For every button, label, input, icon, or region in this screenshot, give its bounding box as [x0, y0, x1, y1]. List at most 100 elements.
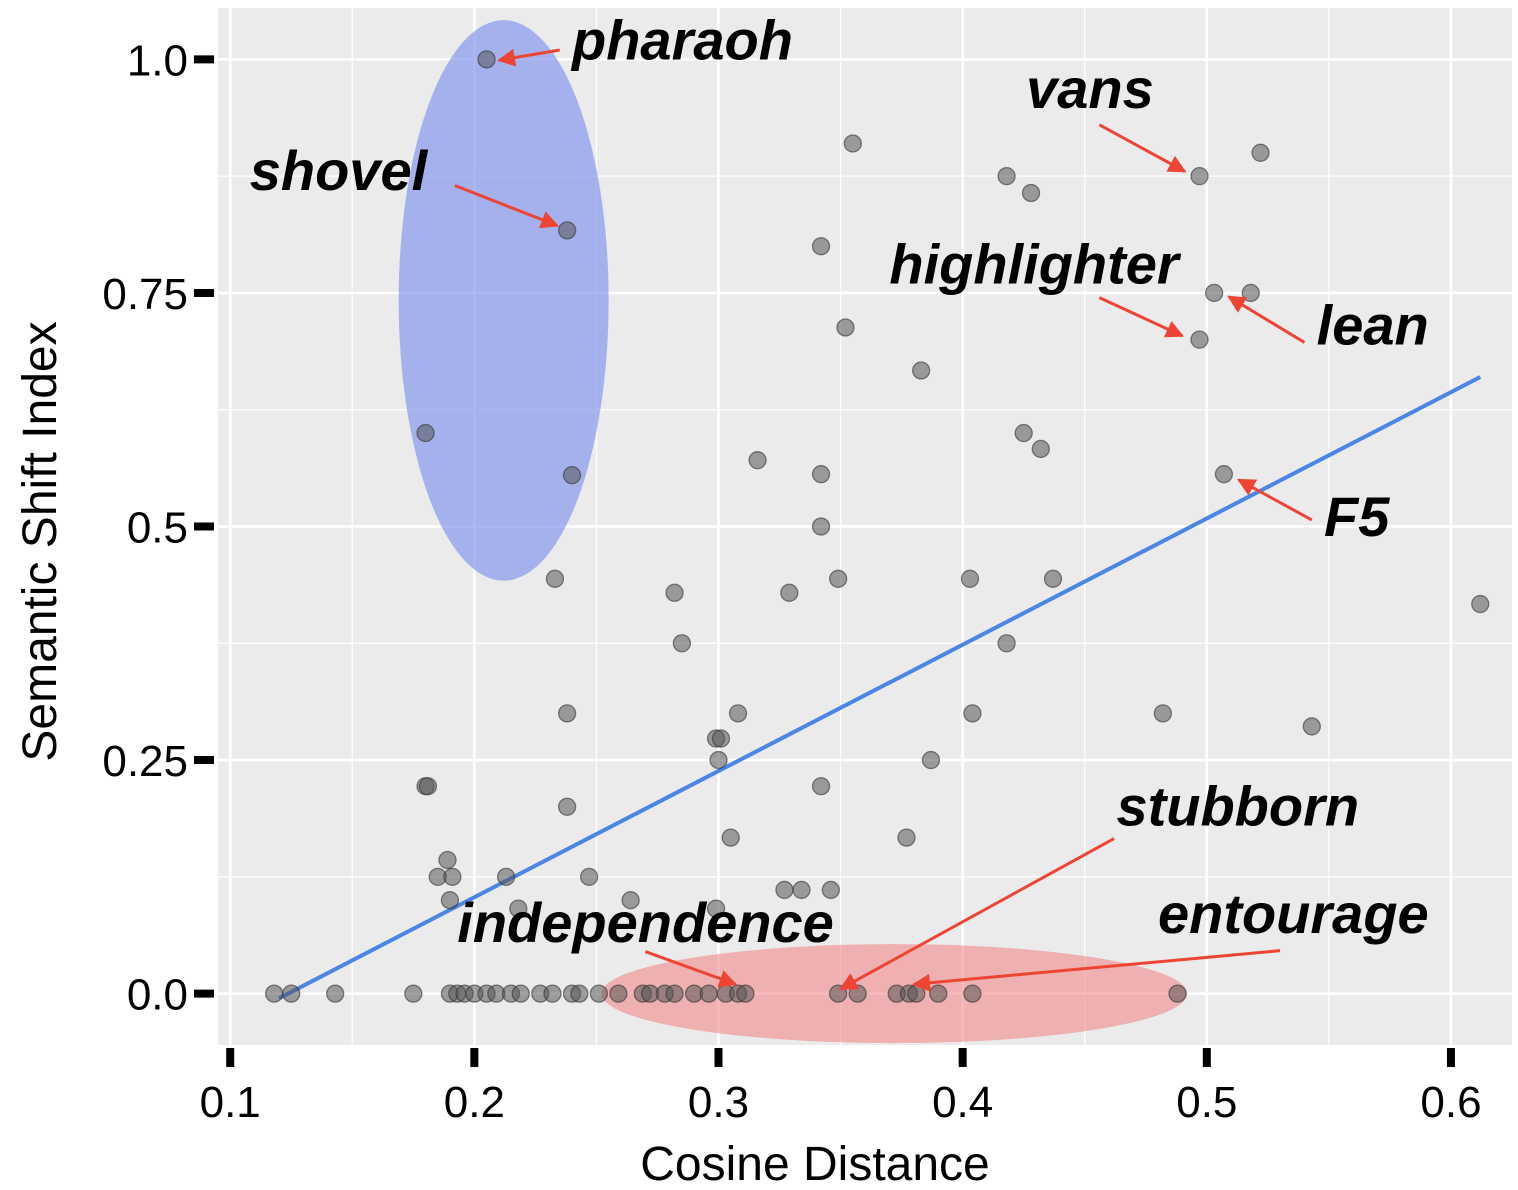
- data-point: [438, 850, 457, 870]
- annotation-label-shovel: shovel: [250, 139, 429, 202]
- annotation-label-highlighter: highlighter: [889, 233, 1182, 296]
- x-tick-label: 0.2: [444, 1078, 505, 1127]
- x-tick-label: 0.4: [932, 1078, 993, 1127]
- data-point: [1204, 283, 1224, 303]
- data-point: [736, 984, 755, 1003]
- x-axis-title: Cosine Distance: [640, 1138, 990, 1190]
- data-point: [1031, 439, 1050, 459]
- data-point: [728, 704, 748, 723]
- trend-line-group: [278, 375, 1482, 1001]
- annotation-label-entourage: entourage: [1158, 882, 1429, 945]
- x-tick-label: 0.3: [688, 1078, 749, 1127]
- annotation-arrow-independence: [644, 950, 738, 988]
- data-point: [621, 891, 640, 910]
- data-point: [997, 634, 1016, 653]
- x-tick-label: 0.5: [1176, 1078, 1237, 1127]
- data-point: [496, 867, 516, 886]
- data-point: [443, 867, 462, 886]
- data-point: [265, 984, 284, 1003]
- data-point: [1168, 984, 1187, 1003]
- data-point: [792, 880, 811, 900]
- data-point: [440, 891, 460, 910]
- data-point: [811, 517, 831, 536]
- data-point: [699, 984, 718, 1003]
- annotation-arrow-stubborn: [839, 837, 1115, 991]
- annotation-arrow-highlighter: [1098, 296, 1185, 338]
- data-point: [963, 984, 982, 1003]
- y-tick-label: 0.5: [127, 504, 188, 553]
- data-point: [711, 729, 731, 748]
- data-point: [557, 797, 577, 816]
- data-point: [848, 984, 867, 1003]
- data-point: [1153, 704, 1173, 723]
- data-point: [326, 984, 345, 1003]
- data-point: [907, 984, 926, 1003]
- trend-line: [278, 375, 1482, 1001]
- data-point: [509, 899, 528, 918]
- y-tick-label: 1.0: [127, 36, 188, 85]
- data-point: [1241, 283, 1260, 303]
- data-point: [672, 634, 692, 653]
- data-point: [557, 704, 577, 723]
- data-point: [1471, 594, 1490, 614]
- x-tick-label: 0.6: [1420, 1078, 1481, 1127]
- data-point: [721, 828, 740, 847]
- data-point: [780, 583, 799, 602]
- data-point: [1021, 183, 1041, 203]
- data-point: [511, 984, 530, 1003]
- annotation-arrow-vans: [1098, 123, 1187, 173]
- data-point: [557, 221, 577, 240]
- x-tick-label: 0.1: [200, 1078, 261, 1127]
- axes: 0.1 0.2 0.3 0.4 0.5 0.6 0.0 0.25 0.5 0.75 1.0: [102, 36, 1481, 1127]
- annotation-arrow-lean: [1227, 295, 1306, 344]
- data-point: [404, 984, 423, 1003]
- annotation-arrow-shovel: [454, 184, 560, 229]
- data-point: [1214, 465, 1234, 484]
- data-point: [1251, 143, 1270, 162]
- annotation-arrow-entourage: [912, 949, 1281, 992]
- annotation-label-stubborn: stubborn: [1116, 774, 1359, 837]
- annotation-label-pharaoh: pharaoh: [570, 8, 793, 71]
- data-point: [929, 984, 948, 1003]
- annotation-label-f5: F5: [1324, 485, 1390, 548]
- y-tick-label: 0.25: [102, 737, 188, 786]
- data-point: [748, 451, 767, 470]
- data-point: [545, 569, 565, 588]
- data-point: [570, 984, 589, 1003]
- data-point: [821, 880, 840, 900]
- annotation-label-independence: independence: [457, 891, 834, 954]
- data-point: [706, 899, 726, 918]
- data-point: [997, 167, 1016, 186]
- data-point: [665, 984, 684, 1003]
- data-points: [265, 50, 1490, 1003]
- data-point: [811, 465, 831, 484]
- data-point: [836, 318, 855, 337]
- data-point: [1190, 167, 1209, 186]
- data-point: [416, 423, 435, 443]
- data-point: [589, 984, 609, 1003]
- annotation-arrow-pharaoh: [496, 48, 561, 67]
- data-point: [960, 569, 980, 588]
- data-point: [543, 984, 562, 1003]
- data-point: [709, 750, 728, 770]
- annotation-label-vans: vans: [1026, 57, 1154, 120]
- y-tick-label: 0.0: [127, 971, 188, 1020]
- data-point: [811, 237, 831, 256]
- data-point: [562, 465, 582, 485]
- data-point: [579, 867, 599, 886]
- data-point: [282, 984, 301, 1003]
- data-point: [811, 777, 831, 796]
- annotation-label-lean: lean: [1317, 293, 1429, 356]
- data-point: [963, 704, 982, 723]
- y-axis-title: Semantic Shift Index: [14, 321, 67, 761]
- data-point: [477, 50, 496, 69]
- data-point: [1043, 569, 1063, 588]
- data-point: [843, 134, 862, 153]
- y-tick-label: 0.75: [102, 270, 188, 319]
- data-point: [921, 750, 941, 770]
- data-point: [418, 777, 438, 796]
- data-point: [1190, 330, 1209, 349]
- annotations: pharaoh shovel vans highlighter lean F5 stubbo…: [250, 8, 1429, 992]
- data-point: [609, 984, 628, 1003]
